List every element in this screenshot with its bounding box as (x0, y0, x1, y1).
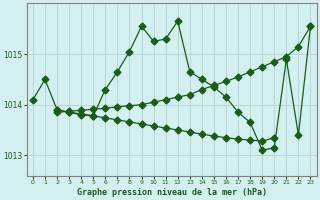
X-axis label: Graphe pression niveau de la mer (hPa): Graphe pression niveau de la mer (hPa) (77, 188, 267, 197)
